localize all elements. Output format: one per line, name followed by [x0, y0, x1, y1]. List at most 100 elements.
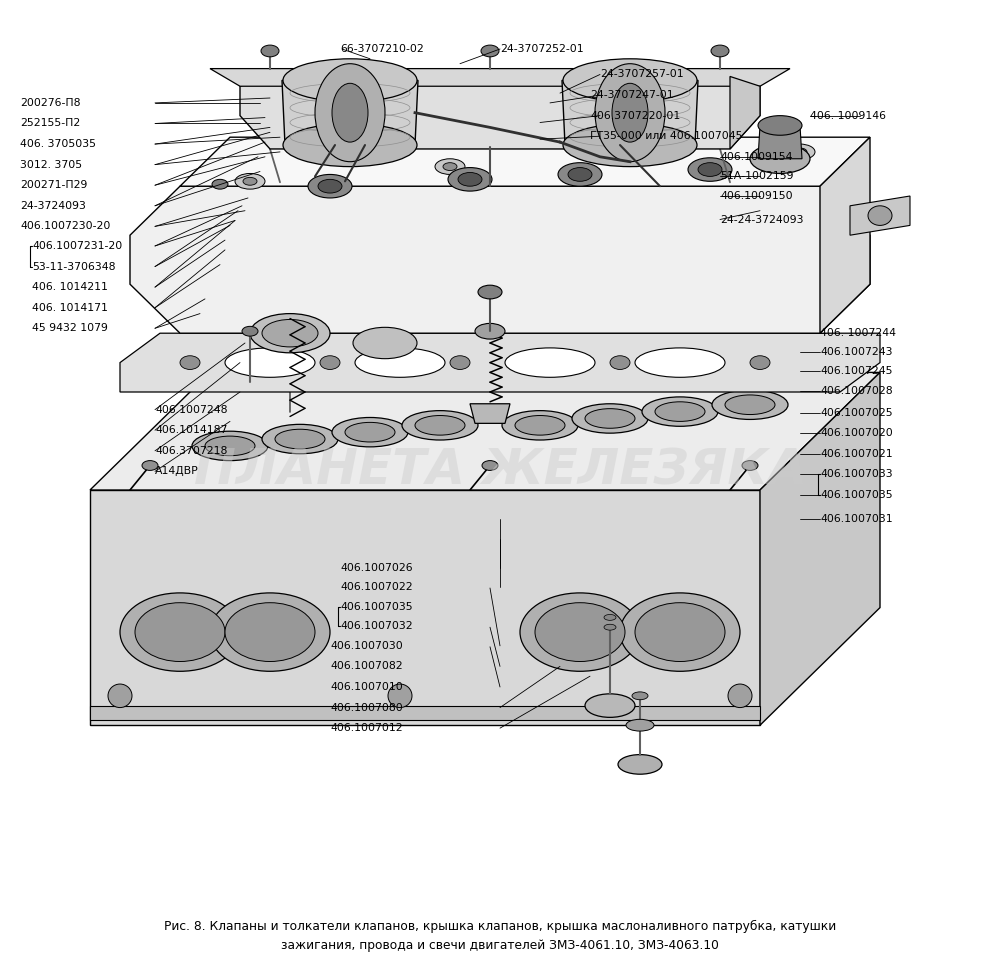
- Text: Рис. 8. Клапаны и толкатели клапанов, крышка клапанов, крышка маслоналивного пат: Рис. 8. Клапаны и толкатели клапанов, кр…: [164, 919, 836, 933]
- Ellipse shape: [315, 64, 385, 162]
- Ellipse shape: [332, 83, 368, 142]
- Ellipse shape: [225, 348, 315, 377]
- Text: 406.1007021: 406.1007021: [820, 449, 893, 459]
- Ellipse shape: [262, 319, 318, 347]
- Ellipse shape: [618, 755, 662, 774]
- Text: 406.1007035: 406.1007035: [340, 602, 413, 612]
- Ellipse shape: [283, 123, 417, 167]
- Text: 406.1007082: 406.1007082: [330, 662, 403, 671]
- Ellipse shape: [502, 411, 578, 440]
- Ellipse shape: [250, 314, 330, 353]
- Ellipse shape: [275, 429, 325, 449]
- Ellipse shape: [610, 356, 630, 369]
- Text: 51А-1002159: 51А-1002159: [720, 172, 794, 181]
- Polygon shape: [90, 372, 880, 490]
- Text: 406.1007025: 406.1007025: [820, 408, 893, 417]
- Ellipse shape: [210, 593, 330, 671]
- Text: 252155-П2: 252155-П2: [20, 119, 80, 128]
- Ellipse shape: [655, 402, 705, 421]
- Text: 406.1007028: 406.1007028: [820, 386, 893, 396]
- Text: 406.1007032: 406.1007032: [340, 621, 413, 631]
- Ellipse shape: [758, 116, 802, 135]
- Ellipse shape: [142, 461, 158, 470]
- Ellipse shape: [353, 327, 417, 359]
- Ellipse shape: [632, 692, 648, 700]
- Ellipse shape: [642, 397, 718, 426]
- Ellipse shape: [242, 326, 258, 336]
- Ellipse shape: [635, 149, 665, 165]
- Ellipse shape: [585, 694, 635, 717]
- Text: 200276-П8: 200276-П8: [20, 98, 80, 108]
- Ellipse shape: [725, 395, 775, 415]
- Text: 406.1007010: 406.1007010: [330, 682, 403, 692]
- Ellipse shape: [742, 461, 758, 470]
- Ellipse shape: [535, 603, 625, 662]
- Ellipse shape: [505, 348, 595, 377]
- Ellipse shape: [712, 390, 788, 419]
- Polygon shape: [562, 80, 698, 145]
- Text: А14ДВР: А14ДВР: [155, 466, 199, 476]
- Text: 406.1007012: 406.1007012: [330, 723, 403, 733]
- Ellipse shape: [643, 153, 657, 161]
- Polygon shape: [90, 490, 760, 725]
- Text: 406.3707220-01: 406.3707220-01: [590, 111, 680, 121]
- Ellipse shape: [793, 148, 807, 156]
- Ellipse shape: [688, 158, 732, 181]
- Text: 406.3707218: 406.3707218: [155, 446, 227, 456]
- Text: 406. 1014211: 406. 1014211: [32, 282, 108, 292]
- Text: 406.1007022: 406.1007022: [340, 582, 413, 592]
- Polygon shape: [470, 404, 510, 423]
- Text: 24-3707247-01: 24-3707247-01: [590, 90, 674, 100]
- Ellipse shape: [620, 593, 740, 671]
- Ellipse shape: [450, 356, 470, 369]
- Text: 53-11-3706348: 53-11-3706348: [32, 262, 116, 271]
- Bar: [90, 706, 760, 720]
- Ellipse shape: [595, 64, 665, 162]
- Ellipse shape: [626, 719, 654, 731]
- Text: 406.1007245: 406.1007245: [820, 367, 893, 376]
- Text: 406.1007035: 406.1007035: [820, 490, 893, 500]
- Polygon shape: [180, 137, 870, 186]
- Ellipse shape: [711, 45, 729, 57]
- Ellipse shape: [283, 59, 417, 102]
- Ellipse shape: [478, 285, 502, 299]
- Ellipse shape: [604, 624, 616, 630]
- Ellipse shape: [698, 163, 722, 176]
- Polygon shape: [240, 76, 760, 149]
- Ellipse shape: [212, 179, 228, 189]
- Text: 406.1007080: 406.1007080: [330, 703, 403, 712]
- Polygon shape: [282, 80, 418, 145]
- Text: зажигания, провода и свечи двигателей ЗМЗ-4061.10, ЗМЗ-4063.10: зажигания, провода и свечи двигателей ЗМ…: [281, 939, 719, 953]
- Ellipse shape: [388, 684, 412, 708]
- Ellipse shape: [435, 159, 465, 174]
- Ellipse shape: [585, 409, 635, 428]
- Text: ГТ35-000 или 406.1007045: ГТ35-000 или 406.1007045: [590, 131, 742, 141]
- Ellipse shape: [262, 424, 338, 454]
- Ellipse shape: [320, 356, 340, 369]
- Ellipse shape: [604, 614, 616, 620]
- Ellipse shape: [205, 436, 255, 456]
- Text: 3012. 3705: 3012. 3705: [20, 160, 82, 170]
- Ellipse shape: [415, 416, 465, 435]
- Text: 406.1014187: 406.1014187: [155, 425, 227, 435]
- Ellipse shape: [243, 177, 257, 185]
- Text: 66-3707210-02: 66-3707210-02: [340, 44, 424, 54]
- Text: 24-3707257-01: 24-3707257-01: [600, 70, 684, 79]
- Ellipse shape: [402, 411, 478, 440]
- Ellipse shape: [558, 163, 602, 186]
- Polygon shape: [130, 186, 870, 333]
- Text: 406.1007020: 406.1007020: [820, 428, 893, 438]
- Ellipse shape: [515, 416, 565, 435]
- Text: 406.1007033: 406.1007033: [820, 469, 893, 479]
- Ellipse shape: [728, 684, 752, 708]
- Text: 24-3724093: 24-3724093: [20, 201, 86, 211]
- Text: 406.1007031: 406.1007031: [820, 514, 893, 524]
- Ellipse shape: [443, 163, 457, 171]
- Ellipse shape: [568, 168, 592, 181]
- Ellipse shape: [475, 323, 505, 339]
- Ellipse shape: [482, 461, 498, 470]
- Polygon shape: [120, 333, 880, 392]
- Ellipse shape: [868, 206, 892, 225]
- Ellipse shape: [520, 593, 640, 671]
- Ellipse shape: [750, 356, 770, 369]
